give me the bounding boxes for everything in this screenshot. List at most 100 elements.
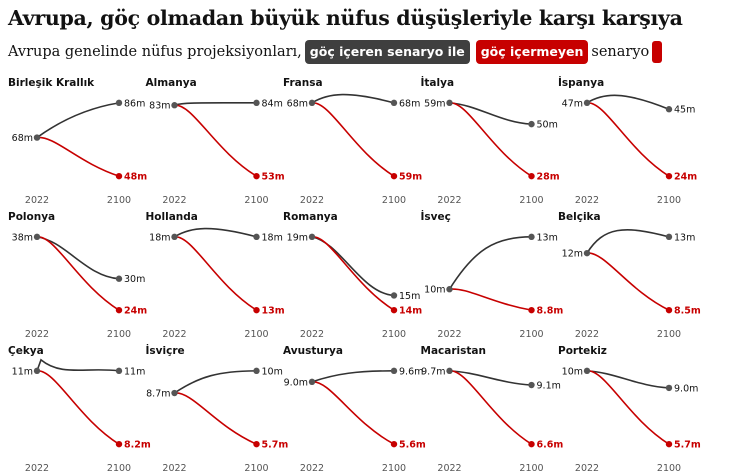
legend-red-swatch [652,41,663,63]
panel-title: Almanya [146,77,197,89]
without-migration-endpoint [390,306,398,314]
start-value-label: 38m [12,232,33,243]
x-tick-end: 2100 [519,329,543,340]
without-migration-endpoint [390,440,398,448]
x-tick-end: 2100 [382,463,406,474]
x-tick-end: 2100 [657,195,681,206]
start-point [583,367,591,375]
with-migration-line [311,370,395,383]
without-migration-end-label: 13m [262,306,285,317]
without-migration-end-label: 8.2m [124,440,151,451]
x-tick-start: 2022 [300,329,324,340]
start-point [33,233,41,241]
x-tick-end: 2100 [107,463,131,474]
without-migration-end-label: 59m [399,172,422,183]
start-value-label: 9.7m [421,366,445,377]
x-tick-start: 2022 [162,463,186,474]
x-tick-end: 2100 [244,329,268,340]
with-migration-endpoint [253,99,260,107]
without-migration-line [36,370,120,445]
with-migration-end-label: 30m [124,274,145,285]
without-migration-line [174,392,257,445]
with-migration-line [449,102,532,125]
without-migration-line [586,370,670,445]
with-migration-end-label: 45m [674,105,695,116]
x-tick-end: 2100 [244,195,268,206]
panel-title: Çekya [8,345,44,357]
x-tick-end: 2100 [107,195,131,206]
with-migration-end-label: 50m [537,120,558,131]
without-migration-end-label: 48m [124,172,147,183]
without-migration-line [311,381,395,445]
x-tick-end: 2100 [382,195,406,206]
start-point [33,134,41,141]
x-tick-end: 2100 [657,329,681,340]
panel-title: İsviçre [146,343,185,357]
start-value-label: 10m [424,285,445,296]
with-migration-end-label: 9.0m [674,383,698,394]
with-migration-line [174,370,257,394]
with-migration-endpoint [390,367,398,375]
start-value-label: 9.0m [284,377,308,388]
x-tick-end: 2100 [657,463,681,474]
panel-title: İtalya [421,75,455,89]
without-migration-line [36,236,120,311]
panel-title: Fransa [283,77,323,89]
start-value-label: 12m [562,249,583,260]
with-migration-line [174,227,257,238]
start-point [583,249,591,257]
without-migration-end-label: 28m [537,172,560,183]
legend-with-migration: göç içeren senaryo ile [304,40,470,64]
without-migration-endpoint [115,306,123,314]
panel-title: Portekiz [558,345,607,357]
panel-title: Macaristan [421,345,486,357]
with-migration-end-label: 10m [262,366,283,377]
panel-title: Romanya [283,211,338,223]
panel-title: Belçika [558,211,601,223]
with-migration-endpoint [115,275,123,282]
without-migration-end-label: 6.6m [537,440,564,451]
with-migration-end-label: 13m [537,232,558,243]
with-migration-end-label: 84m [262,98,283,109]
start-value-label: 83m [149,101,170,112]
with-migration-end-label: 13m [674,232,695,243]
x-tick-start: 2022 [25,329,49,340]
x-tick-end: 2100 [519,195,543,206]
with-migration-line [586,94,670,110]
without-migration-endpoint [253,440,260,448]
with-migration-end-label: 9.1m [537,381,561,392]
x-tick-start: 2022 [575,463,599,474]
without-migration-end-label: 5.7m [262,440,289,451]
start-point [446,367,453,375]
without-migration-end-label: 5.6m [399,440,426,451]
with-migration-end-label: 15m [399,291,420,302]
start-value-label: 68m [287,98,308,109]
without-migration-endpoint [115,172,123,180]
x-tick-end: 2100 [244,463,268,474]
subtitle-prefix: Avrupa genelinde nüfus projeksiyonları, [8,44,302,60]
without-migration-line [36,136,120,177]
without-migration-end-label: 5.7m [674,440,701,451]
with-migration-line [586,370,670,389]
with-migration-line [36,358,120,372]
start-point [171,233,178,241]
with-migration-line [311,93,395,104]
start-value-label: 8.7m [146,389,170,400]
panel-title: Polonya [8,211,55,223]
without-migration-line [449,370,532,445]
with-migration-endpoint [390,292,398,299]
with-migration-endpoint [253,367,260,375]
start-value-label: 68m [12,133,33,144]
start-value-label: 10m [562,366,583,377]
start-point [446,99,453,107]
x-tick-start: 2022 [575,195,599,206]
x-tick-start: 2022 [25,195,49,206]
without-migration-line [449,102,532,177]
without-migration-line [174,236,257,311]
without-migration-endpoint [665,306,673,314]
chart-title: Avrupa, göç olmadan büyük nüfus düşüşler… [8,6,683,30]
without-migration-end-label: 14m [399,306,422,317]
with-migration-endpoint [115,367,123,375]
with-migration-endpoint [665,233,673,241]
without-migration-endpoint [528,306,535,314]
